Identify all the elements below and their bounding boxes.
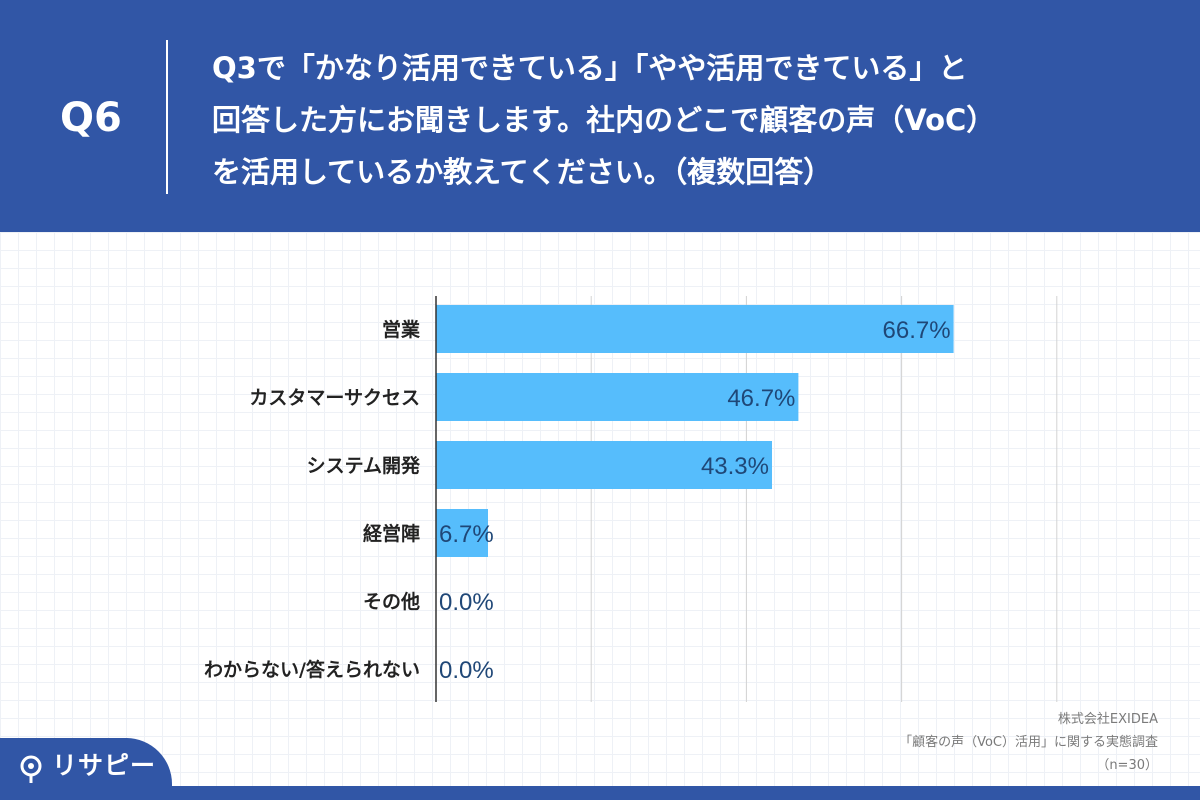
bar-chart: 営業 66.7% カスタマーサクセス 46.7% システム開発 43.3% 経営陣 6.7% そ… — [204, 296, 1058, 702]
question-number: Q6 — [60, 95, 122, 141]
brand-name: リサピー — [52, 751, 157, 780]
bar — [436, 305, 954, 353]
header: Q6 Q3で「かなり活用できている」「やや活用できている」と 回答した方にお聞き… — [0, 0, 1200, 232]
bar — [436, 509, 488, 557]
brand-logo: リサピー — [0, 738, 172, 800]
source-company: 株式会社EXIDEA — [1057, 712, 1158, 727]
header-divider — [166, 40, 168, 194]
pin-icon — [20, 755, 42, 783]
category-label: システム開発 — [307, 454, 421, 477]
bar — [436, 441, 773, 489]
source-note: 株式会社EXIDEA 「顧客の声（VoC）活用」に関する実態調査 （n=30） — [738, 708, 1158, 777]
category-label: カスタマーサクセス — [249, 387, 420, 409]
category-label: わからない/答えられない — [204, 658, 420, 681]
value-label: 0.0% — [439, 589, 494, 616]
value-label: 6.7% — [439, 521, 494, 548]
category-label: 営業 — [382, 318, 421, 341]
value-label: 66.7% — [883, 317, 951, 344]
question-text: Q3で「かなり活用できている」「やや活用できている」と 回答した方にお聞きします… — [212, 51, 996, 189]
category-label: 経営陣 — [363, 522, 420, 545]
value-label: 43.3% — [701, 453, 769, 480]
bar — [436, 373, 799, 421]
source-sample: （n=30） — [1096, 758, 1158, 773]
chart-panel: 営業 66.7% カスタマーサクセス 46.7% システム開発 43.3% 経営陣 6.7% そ… — [0, 232, 1200, 786]
source-survey: 「顧客の声（VoC）活用」に関する実態調査 — [899, 735, 1158, 750]
category-label: その他 — [363, 590, 420, 613]
value-label: 0.0% — [439, 657, 494, 684]
value-label: 46.7% — [727, 385, 795, 412]
